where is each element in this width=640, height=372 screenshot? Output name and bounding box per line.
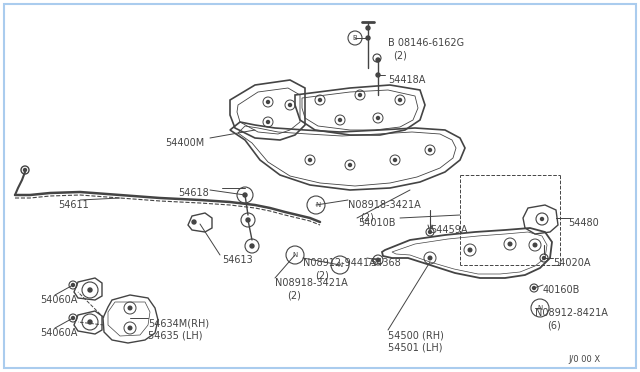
Circle shape <box>376 73 380 77</box>
Circle shape <box>243 193 247 197</box>
Text: 54613: 54613 <box>222 255 253 265</box>
Text: J/0 00 X: J/0 00 X <box>568 355 600 364</box>
Text: 54611: 54611 <box>58 200 89 210</box>
Text: 54459A: 54459A <box>430 225 467 235</box>
Text: N08912-9441A: N08912-9441A <box>303 258 376 268</box>
Text: 54010B: 54010B <box>358 218 396 228</box>
Circle shape <box>250 244 254 248</box>
Text: N: N <box>292 252 298 258</box>
Circle shape <box>88 288 92 292</box>
Circle shape <box>128 326 132 330</box>
Circle shape <box>543 257 545 260</box>
Circle shape <box>366 36 370 40</box>
Text: B 08146-6162G: B 08146-6162G <box>388 38 464 48</box>
Text: 54060A: 54060A <box>40 295 77 305</box>
Circle shape <box>339 119 342 122</box>
Circle shape <box>533 243 537 247</box>
Text: 54500 (RH): 54500 (RH) <box>388 330 444 340</box>
Text: 54635 (LH): 54635 (LH) <box>148 330 202 340</box>
Circle shape <box>246 218 250 222</box>
Circle shape <box>428 256 432 260</box>
Circle shape <box>468 248 472 252</box>
Circle shape <box>508 242 512 246</box>
Circle shape <box>266 121 269 124</box>
Circle shape <box>429 148 431 151</box>
Text: 54501 (LH): 54501 (LH) <box>388 342 442 352</box>
Circle shape <box>376 58 380 62</box>
Circle shape <box>128 306 132 310</box>
Text: (2): (2) <box>393 50 407 60</box>
Text: N08918-3421A: N08918-3421A <box>275 278 348 288</box>
Circle shape <box>358 93 362 96</box>
Text: (6): (6) <box>547 320 561 330</box>
Text: N08918-3421A: N08918-3421A <box>348 200 420 210</box>
Text: (2): (2) <box>287 290 301 300</box>
Circle shape <box>319 99 321 102</box>
Circle shape <box>366 26 370 30</box>
Circle shape <box>192 220 196 224</box>
Text: 54060A: 54060A <box>40 328 77 338</box>
Circle shape <box>394 158 397 161</box>
Circle shape <box>429 231 431 234</box>
Circle shape <box>376 258 380 262</box>
Circle shape <box>532 286 536 289</box>
Text: N08912-8421A: N08912-8421A <box>535 308 608 318</box>
Text: (2): (2) <box>360 212 374 222</box>
Text: 54418A: 54418A <box>388 75 426 85</box>
Circle shape <box>24 169 26 171</box>
Circle shape <box>72 283 74 286</box>
Circle shape <box>72 317 74 320</box>
Circle shape <box>376 116 380 119</box>
Text: 54480: 54480 <box>568 218 599 228</box>
Circle shape <box>289 103 291 106</box>
Circle shape <box>308 158 312 161</box>
Text: 54618: 54618 <box>178 188 209 198</box>
Text: (2): (2) <box>315 270 329 280</box>
Circle shape <box>88 320 92 324</box>
Text: N: N <box>337 262 342 268</box>
Text: 40160B: 40160B <box>543 285 580 295</box>
Text: N: N <box>538 305 543 311</box>
Text: 54634M(RH): 54634M(RH) <box>148 318 209 328</box>
Circle shape <box>266 100 269 103</box>
Text: 54368: 54368 <box>370 258 401 268</box>
Circle shape <box>541 218 543 221</box>
Text: 54020A: 54020A <box>553 258 591 268</box>
Text: N: N <box>316 202 321 208</box>
Circle shape <box>399 99 401 102</box>
Text: B: B <box>353 35 357 41</box>
Circle shape <box>349 164 351 167</box>
Text: 54400M: 54400M <box>165 138 204 148</box>
